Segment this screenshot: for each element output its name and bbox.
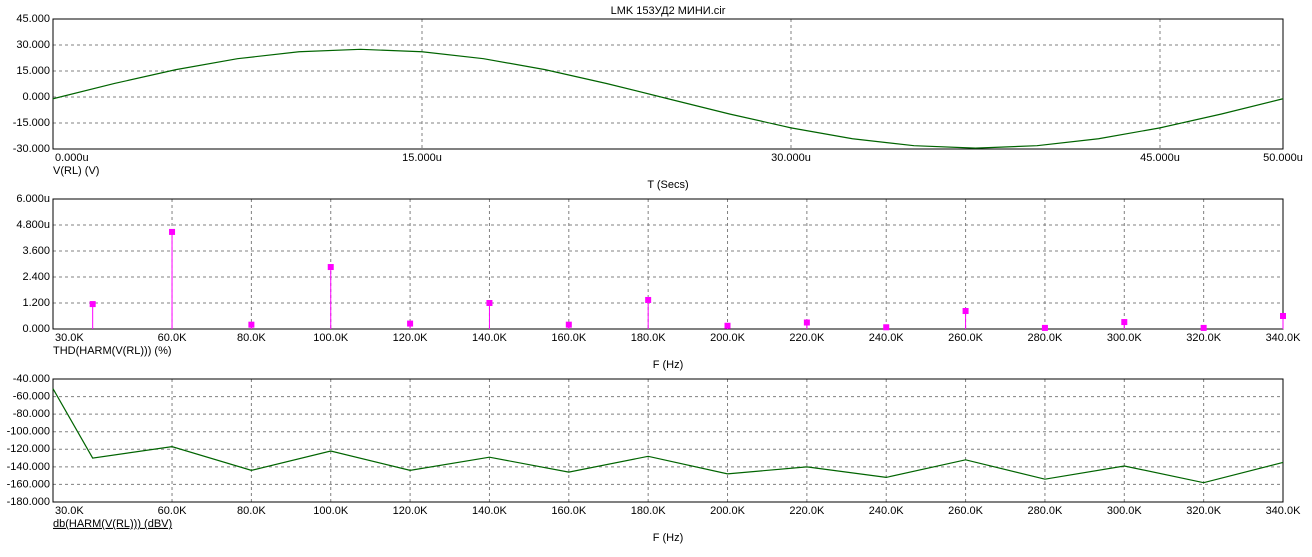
stem-marker bbox=[565, 321, 572, 328]
y-tick-label: 0.000 bbox=[22, 323, 50, 335]
x-tick-label: 45.000u bbox=[1140, 152, 1180, 164]
stem-marker bbox=[89, 301, 96, 308]
stem-marker bbox=[1280, 313, 1286, 319]
x-tick-label: 120.0K bbox=[393, 332, 429, 344]
x-tick-label: 30.0K bbox=[55, 505, 84, 517]
y-tick-label: -100.000 bbox=[7, 426, 50, 438]
stem-marker bbox=[248, 321, 255, 328]
stem-marker bbox=[407, 320, 414, 327]
x-axis-title: T (Secs) bbox=[647, 179, 688, 191]
y-tick-label: -30.000 bbox=[13, 143, 50, 155]
x-tick-label: 300.0K bbox=[1107, 505, 1143, 517]
y-tick-label: -80.000 bbox=[13, 408, 50, 420]
x-tick-label: 300.0K bbox=[1107, 332, 1143, 344]
stem-marker bbox=[1121, 319, 1128, 326]
x-axis-title: F (Hz) bbox=[653, 532, 684, 544]
x-tick-label: 15.000u bbox=[402, 152, 442, 164]
y-tick-label: 4.800u bbox=[16, 219, 50, 231]
x-tick-label: 120.0K bbox=[393, 505, 429, 517]
x-tick-label: 60.0K bbox=[158, 505, 187, 517]
x-tick-label: 340.0K bbox=[1266, 505, 1302, 517]
stem-marker bbox=[327, 264, 334, 271]
x-tick-label: 160.0K bbox=[551, 332, 587, 344]
x-tick-label: 100.0K bbox=[313, 505, 349, 517]
y-tick-label: -60.000 bbox=[13, 390, 50, 402]
x-tick-label: 140.0K bbox=[472, 332, 508, 344]
series-label: db(HARM(V(RL))) (dBV) bbox=[53, 518, 172, 530]
series-label: V(RL) (V) bbox=[53, 165, 99, 177]
x-tick-label: 280.0K bbox=[1027, 505, 1063, 517]
x-tick-label: 180.0K bbox=[631, 332, 667, 344]
x-tick-label: 340.0K bbox=[1266, 332, 1302, 344]
y-tick-label: -15.000 bbox=[13, 117, 50, 129]
y-tick-label: 1.200 bbox=[22, 297, 50, 309]
x-tick-label: 180.0K bbox=[631, 505, 667, 517]
y-tick-label: 45.000 bbox=[16, 13, 50, 25]
y-tick-label: -180.000 bbox=[7, 496, 50, 508]
stem-marker bbox=[169, 228, 176, 235]
x-tick-label: 80.0K bbox=[237, 332, 266, 344]
stem-marker bbox=[1041, 324, 1048, 331]
x-tick-label: 200.0K bbox=[710, 505, 746, 517]
series-line bbox=[52, 48, 1284, 149]
plot-frame bbox=[52, 378, 1284, 503]
x-tick-label: 0.000u bbox=[55, 152, 89, 164]
x-tick-label: 200.0K bbox=[710, 332, 746, 344]
x-tick-label: 60.0K bbox=[158, 332, 187, 344]
y-tick-label: -40.000 bbox=[13, 373, 50, 385]
y-tick-label: 6.000u bbox=[16, 193, 50, 205]
y-tick-label: -160.000 bbox=[7, 478, 50, 490]
x-tick-label: 30.000u bbox=[771, 152, 811, 164]
chart-title: LMK 153УД2 МИНИ.cir bbox=[611, 5, 726, 17]
y-tick-label: 2.400 bbox=[22, 271, 50, 283]
series-line bbox=[52, 388, 1284, 484]
x-tick-label: 260.0K bbox=[948, 505, 984, 517]
y-tick-label: 15.000 bbox=[16, 65, 50, 77]
y-tick-label: 3.600 bbox=[22, 245, 50, 257]
y-tick-label: 0.000 bbox=[22, 91, 50, 103]
x-tick-label: 50.000u bbox=[1263, 152, 1303, 164]
x-tick-label: 240.0K bbox=[869, 332, 905, 344]
stem-marker bbox=[962, 308, 969, 315]
x-tick-label: 140.0K bbox=[472, 505, 508, 517]
x-tick-label: 280.0K bbox=[1027, 332, 1063, 344]
plot-frame bbox=[52, 18, 1284, 150]
y-tick-label: -140.000 bbox=[7, 461, 50, 473]
x-tick-label: 160.0K bbox=[551, 505, 587, 517]
stem-marker bbox=[1200, 324, 1207, 331]
x-tick-label: 320.0K bbox=[1186, 332, 1222, 344]
stem-marker bbox=[803, 319, 810, 326]
stem-marker bbox=[645, 296, 652, 303]
series-label: THD(HARM(V(RL))) (%) bbox=[53, 345, 172, 357]
stem-marker bbox=[486, 300, 493, 306]
x-tick-label: 220.0K bbox=[789, 332, 825, 344]
x-tick-label: 100.0K bbox=[313, 332, 349, 344]
y-tick-label: 30.000 bbox=[16, 39, 50, 51]
x-tick-label: 80.0K bbox=[237, 505, 266, 517]
plot-frame bbox=[52, 198, 1284, 330]
x-tick-label: 320.0K bbox=[1186, 505, 1222, 517]
x-tick-label: 240.0K bbox=[869, 505, 905, 517]
stem-marker bbox=[724, 322, 731, 329]
x-tick-label: 220.0K bbox=[789, 505, 825, 517]
stem-marker bbox=[883, 324, 890, 331]
x-tick-label: 260.0K bbox=[948, 332, 984, 344]
x-axis-title: F (Hz) bbox=[653, 359, 684, 371]
x-tick-label: 30.0K bbox=[55, 332, 84, 344]
y-tick-label: -120.000 bbox=[7, 443, 50, 455]
